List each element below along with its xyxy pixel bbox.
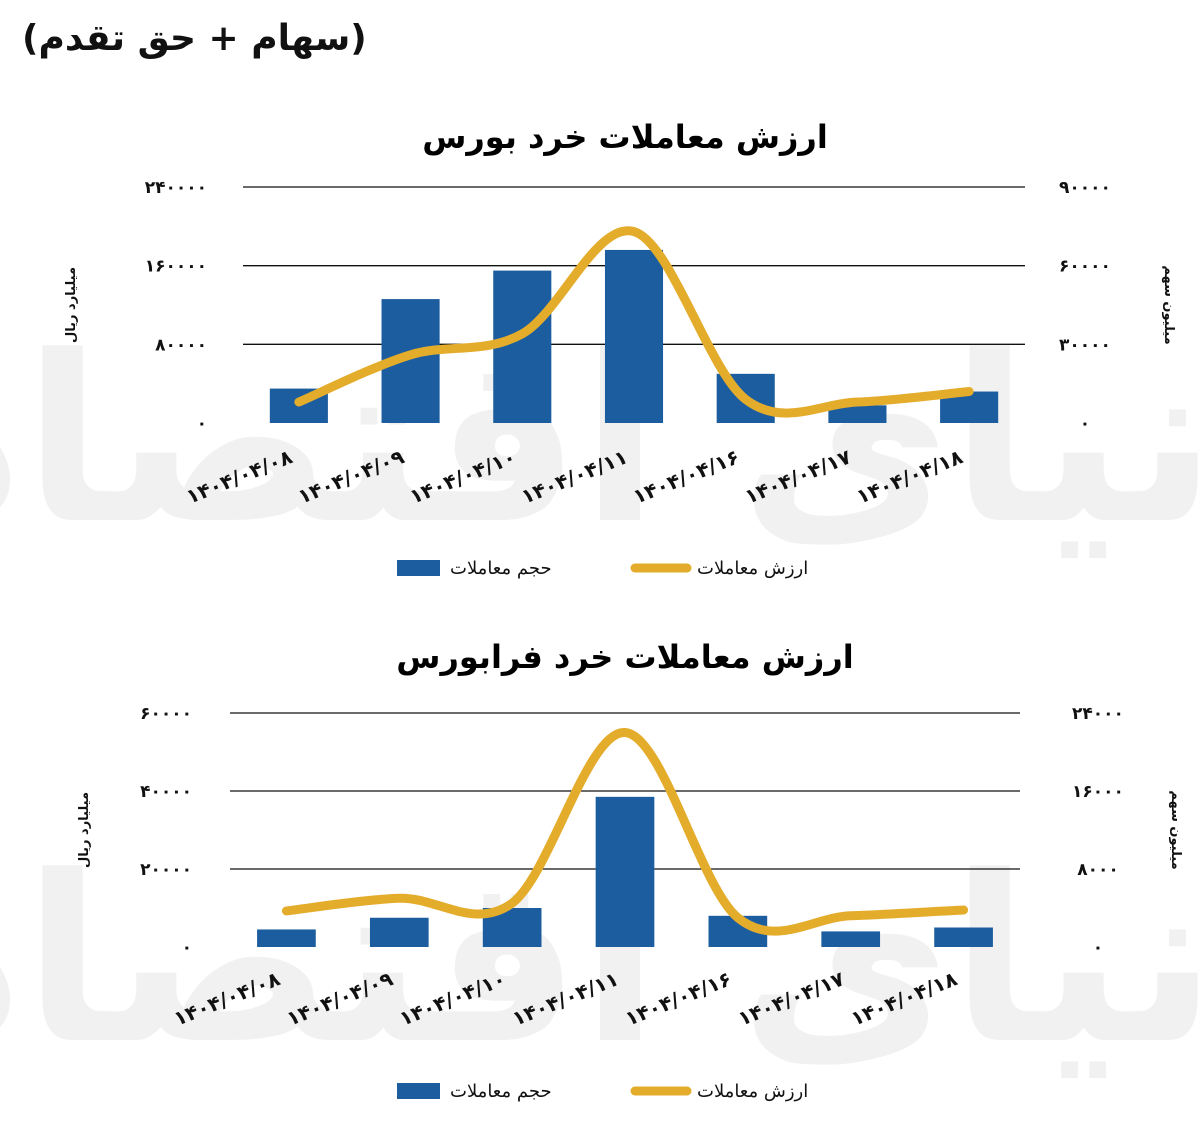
chart-bourse: دنیای اقتصاد ارزش معاملات خرد بورس ۲۴۰۰۰۰ ۹… <box>0 118 1200 579</box>
legend-bar-label: حجم معاملات <box>450 1081 552 1102</box>
right-axis-tick: ۶۰۰۰۰ <box>1059 257 1111 277</box>
right-axis-tick: ۸۰۰۰ <box>1077 860 1119 880</box>
chart-title: ارزش معاملات خرد فرابورس <box>396 638 853 676</box>
left-axis-label: میلیارد ریال <box>64 267 79 343</box>
legend-line-label: ارزش معاملات <box>697 1081 808 1102</box>
right-axis-label: میلیون سهم <box>1161 265 1176 344</box>
bar <box>257 929 316 947</box>
page-header: (سهام + حق تقدم) <box>22 18 367 59</box>
left-axis-tick: ۱۶۰۰۰۰ <box>145 257 207 277</box>
left-axis-tick: ۲۴۰۰۰۰ <box>145 178 207 198</box>
bar <box>604 249 664 423</box>
watermark-text: دنیای اقتصاد <box>0 308 1200 575</box>
left-axis-tick: ۴۰۰۰۰ <box>140 782 192 802</box>
bar <box>493 270 552 423</box>
left-axis-tick: ۰ <box>197 414 207 434</box>
legend-bar-label: حجم معاملات <box>450 558 552 579</box>
right-axis-tick: ۰ <box>1093 938 1103 958</box>
right-axis-label: میلیون سهم <box>1168 790 1183 869</box>
bar <box>934 927 993 947</box>
bar <box>828 405 887 423</box>
chart-farabourse: دنیای اقتصادارزش معاملات خرد فرابورس۶۰۰۰… <box>0 638 1200 1102</box>
left-axis-tick: ۲۰۰۰۰ <box>140 860 192 880</box>
chart-title: ارزش معاملات خرد بورس <box>422 118 828 156</box>
bar <box>821 931 881 947</box>
left-axis-tick: ۰ <box>182 938 192 958</box>
series-line <box>294 226 974 418</box>
right-axis-tick: ۹۰۰۰۰ <box>1059 178 1111 198</box>
left-axis-tick: ۸۰۰۰۰ <box>155 335 207 355</box>
right-axis-tick: ۳۰۰۰۰ <box>1059 335 1111 355</box>
left-axis-tick: ۶۰۰۰۰ <box>140 704 192 724</box>
legend-bar-swatch <box>397 560 440 576</box>
series-line <box>281 728 969 936</box>
legend-line-label: ارزش معاملات <box>697 558 808 579</box>
right-axis-tick: ۰ <box>1080 414 1090 434</box>
legend-bar-swatch <box>397 1083 440 1099</box>
bar <box>595 796 655 947</box>
right-axis-tick: ۱۶۰۰۰ <box>1072 782 1124 802</box>
right-axis-tick: ۲۴۰۰۰ <box>1072 704 1124 724</box>
left-axis-label: میلیارد ریال <box>77 792 92 868</box>
bar <box>369 917 429 947</box>
